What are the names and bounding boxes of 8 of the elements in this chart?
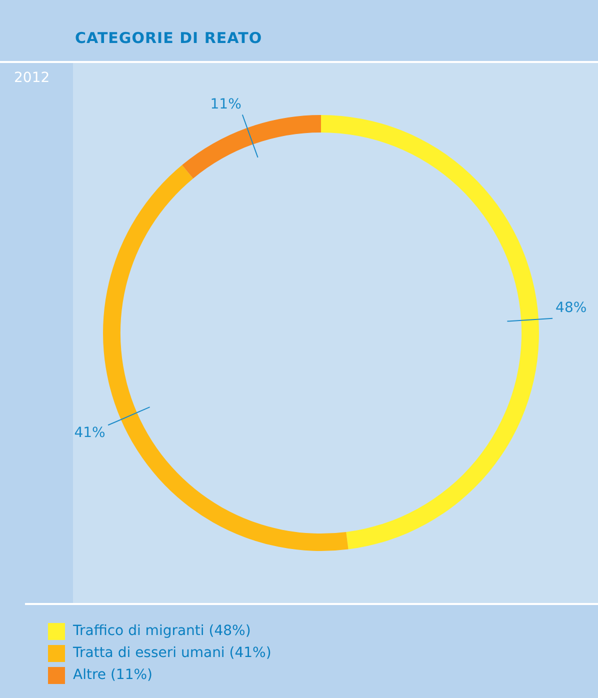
chart-title: CATEGORIE DI REATO <box>75 29 262 47</box>
data-label: 11% <box>210 96 242 113</box>
legend-label: Tratta di esseri umani (41%) <box>73 645 272 661</box>
legend-label: Altre (11%) <box>73 667 153 683</box>
data-label: 41% <box>74 424 106 441</box>
legend-label: Traffico di migranti (48%) <box>73 623 251 639</box>
chart-subtitle: 2012 <box>14 70 50 86</box>
data-label: 48% <box>556 300 587 316</box>
